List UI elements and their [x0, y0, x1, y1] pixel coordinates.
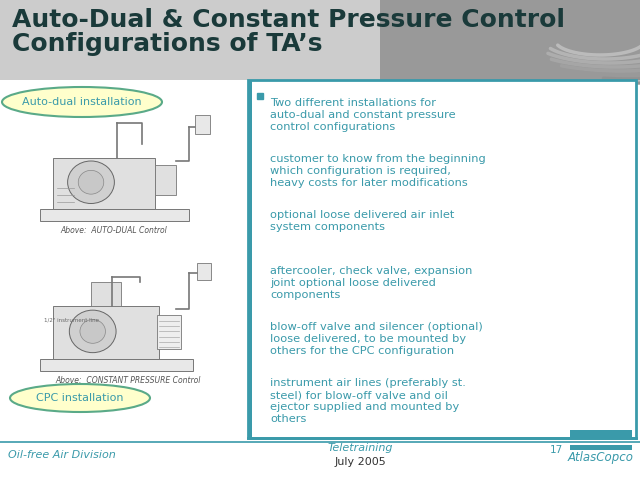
Text: ejector supplied and mounted by: ejector supplied and mounted by [270, 402, 460, 412]
Text: steel) for blow-off valve and oil: steel) for blow-off valve and oil [270, 390, 448, 400]
Ellipse shape [2, 87, 162, 117]
Ellipse shape [78, 170, 104, 194]
FancyBboxPatch shape [570, 430, 632, 438]
FancyBboxPatch shape [40, 209, 189, 220]
FancyBboxPatch shape [155, 165, 176, 195]
Ellipse shape [68, 161, 115, 204]
Text: AtlasCopco: AtlasCopco [568, 452, 634, 465]
Ellipse shape [80, 320, 106, 343]
Text: Above:  AUTO-DUAL Control: Above: AUTO-DUAL Control [60, 226, 167, 235]
Ellipse shape [69, 310, 116, 353]
FancyBboxPatch shape [248, 80, 252, 438]
FancyBboxPatch shape [570, 445, 632, 450]
Text: Above:  CONSTANT PRESSURE Control: Above: CONSTANT PRESSURE Control [55, 376, 200, 385]
FancyBboxPatch shape [40, 359, 193, 371]
Text: Auto-dual installation: Auto-dual installation [22, 97, 142, 107]
Text: aftercooler, check valve, expansion: aftercooler, check valve, expansion [270, 266, 472, 276]
Text: 1/2" instrument line: 1/2" instrument line [44, 317, 99, 322]
FancyBboxPatch shape [248, 80, 636, 438]
FancyBboxPatch shape [91, 282, 121, 306]
FancyBboxPatch shape [0, 80, 640, 480]
Ellipse shape [10, 384, 150, 412]
Text: which configuration is required,: which configuration is required, [270, 166, 451, 176]
FancyBboxPatch shape [52, 306, 159, 359]
Text: others for the CPC configuration: others for the CPC configuration [270, 346, 454, 356]
Text: 17: 17 [549, 445, 563, 455]
Text: CPC installation: CPC installation [36, 393, 124, 403]
Text: Teletraining: Teletraining [327, 443, 393, 453]
FancyBboxPatch shape [195, 115, 210, 134]
Text: blow-off valve and silencer (optional): blow-off valve and silencer (optional) [270, 322, 483, 332]
Text: instrument air lines (preferably st.: instrument air lines (preferably st. [270, 378, 466, 388]
FancyBboxPatch shape [380, 0, 640, 80]
Text: joint optional loose delivered: joint optional loose delivered [270, 278, 436, 288]
Text: control configurations: control configurations [270, 122, 396, 132]
FancyBboxPatch shape [157, 315, 181, 349]
Text: optional loose delivered air inlet: optional loose delivered air inlet [270, 210, 454, 220]
Text: Two different installations for: Two different installations for [270, 98, 436, 108]
Text: Auto-Dual & Constant Pressure Control: Auto-Dual & Constant Pressure Control [12, 8, 565, 32]
FancyBboxPatch shape [197, 263, 211, 279]
Text: others: others [270, 414, 307, 424]
FancyBboxPatch shape [0, 80, 248, 442]
FancyBboxPatch shape [0, 0, 430, 80]
Text: components: components [270, 290, 340, 300]
Text: auto-dual and constant pressure: auto-dual and constant pressure [270, 110, 456, 120]
Text: heavy costs for later modifications: heavy costs for later modifications [270, 178, 468, 188]
Text: July 2005: July 2005 [334, 457, 386, 467]
Text: customer to know from the beginning: customer to know from the beginning [270, 154, 486, 164]
FancyBboxPatch shape [52, 157, 155, 209]
Text: Configurations of TA’s: Configurations of TA’s [12, 32, 323, 56]
Text: system components: system components [270, 222, 385, 232]
Text: loose delivered, to be mounted by: loose delivered, to be mounted by [270, 334, 466, 344]
Text: Oil-free Air Division: Oil-free Air Division [8, 450, 116, 460]
